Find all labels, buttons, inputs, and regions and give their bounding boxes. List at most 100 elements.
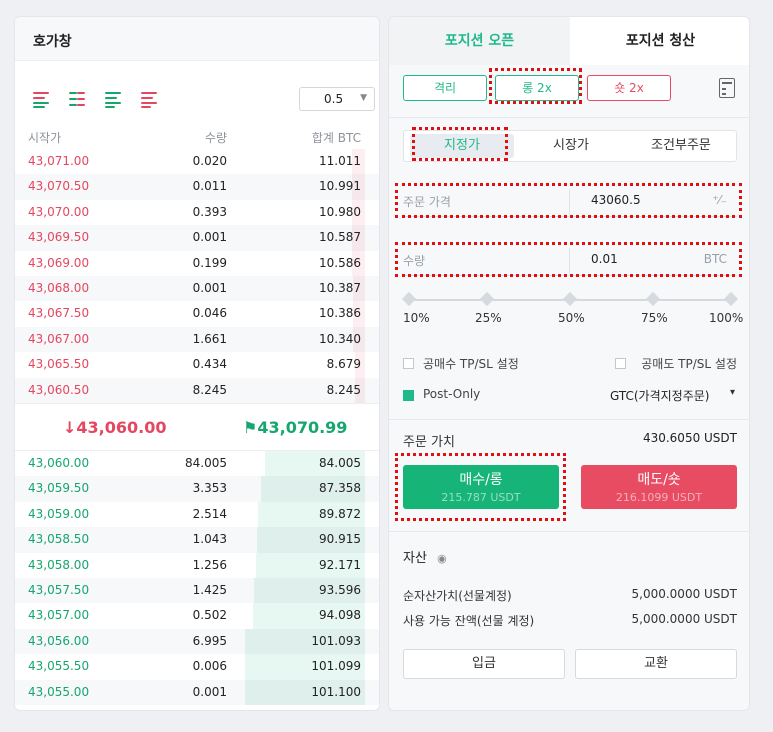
bid-row[interactable]: 43,060.00 84.005 84.005 bbox=[15, 451, 379, 477]
depth-bar bbox=[245, 679, 365, 705]
slider-label-100: 100% bbox=[709, 311, 744, 325]
exchange-button[interactable]: 교환 bbox=[575, 649, 737, 679]
tp-sl-buy-label: 공매수 TP/SL 설정 bbox=[423, 357, 519, 371]
row-qty: 0.001 bbox=[192, 280, 227, 295]
depth-bar bbox=[353, 301, 365, 327]
ask-row[interactable]: 43,070.50 0.011 10.991 bbox=[15, 174, 379, 200]
bid-row[interactable]: 43,056.00 6.995 101.093 bbox=[15, 628, 379, 655]
order-type-conditional[interactable]: 조건부주문 bbox=[651, 138, 711, 153]
bid-rows: 43,060.00 84.005 84.005 43,059.50 3.353 87.35… bbox=[15, 451, 379, 705]
buy-long-cost: 215.787 USDT bbox=[441, 491, 521, 504]
row-total: 8.245 bbox=[326, 382, 361, 397]
depth-bar bbox=[265, 451, 365, 477]
row-qty: 1.425 bbox=[192, 582, 227, 597]
row-qty: 84.005 bbox=[185, 456, 227, 470]
row-qty: 1.661 bbox=[192, 331, 227, 346]
row-total: 10.387 bbox=[319, 280, 361, 295]
ask-rows: 43,071.00 0.020 11.011 43,070.50 0.011 10.991… bbox=[15, 149, 379, 403]
margin-mode-button[interactable]: 격리 bbox=[403, 75, 487, 101]
ask-row[interactable]: 43,069.00 0.199 10.586 bbox=[15, 250, 379, 276]
tp-sl-sell-label: 공매도 TP/SL 설정 bbox=[641, 357, 737, 371]
slider-label-50: 50% bbox=[558, 311, 585, 325]
order-book-toolbar: 0.5 ▼ bbox=[29, 87, 375, 115]
bid-row[interactable]: 43,057.50 1.425 93.596 bbox=[15, 577, 379, 604]
tab-close-position[interactable]: 포지션 청산 bbox=[570, 17, 749, 65]
time-in-force-select[interactable]: GTC(가격지정주문) bbox=[610, 389, 710, 403]
bid-row[interactable]: 43,055.50 0.006 101.099 bbox=[15, 654, 379, 680]
post-only-checkbox[interactable] bbox=[403, 390, 414, 401]
depth-select-value: 0.5 bbox=[324, 92, 344, 106]
buy-long-button[interactable]: 매수/롱 215.787 USDT bbox=[403, 465, 559, 509]
ask-row[interactable]: 43,071.00 0.020 11.011 bbox=[15, 149, 379, 175]
view-bids-icon[interactable] bbox=[103, 90, 125, 108]
row-total: 87.358 bbox=[319, 481, 361, 496]
order-type-limit[interactable]: 지정가 bbox=[410, 134, 514, 158]
order-type-market[interactable]: 시장가 bbox=[553, 138, 589, 153]
plus-minus-icon[interactable]: ⁺⁄₋ bbox=[712, 193, 727, 207]
header-qty: 수량 bbox=[204, 131, 227, 145]
quantity-slider[interactable]: 10% 25% 50% 75% 100% bbox=[401, 291, 743, 333]
bid-row[interactable]: 43,058.50 1.043 90.915 bbox=[15, 527, 379, 553]
ask-row[interactable]: 43,069.50 0.001 10.587 bbox=[15, 225, 379, 251]
field-divider bbox=[569, 248, 570, 274]
slider-step-50[interactable] bbox=[562, 291, 578, 307]
bid-row[interactable]: 43,057.00 0.502 94.098 bbox=[15, 603, 379, 629]
order-value-label: 주문 가치 bbox=[403, 435, 455, 450]
ask-row[interactable]: 43,060.50 8.245 8.245 bbox=[15, 377, 379, 403]
order-price-value[interactable]: 43060.5 bbox=[591, 193, 641, 207]
row-price: 43,060.00 bbox=[28, 456, 90, 470]
divider bbox=[389, 531, 749, 532]
row-total: 10.586 bbox=[319, 255, 361, 270]
row-total: 10.340 bbox=[319, 331, 361, 346]
quantity-value[interactable]: 0.01 bbox=[591, 252, 618, 266]
row-total: 90.915 bbox=[319, 532, 361, 547]
ask-row[interactable]: 43,065.50 0.434 8.679 bbox=[15, 352, 379, 378]
row-total: 93.596 bbox=[319, 582, 361, 597]
bid-row[interactable]: 43,058.00 1.256 92.171 bbox=[15, 552, 379, 578]
slider-step-10[interactable] bbox=[401, 291, 417, 307]
row-qty: 1.043 bbox=[192, 532, 227, 547]
row-qty: 0.006 bbox=[192, 659, 227, 674]
quantity-field[interactable]: 수량 0.01 BTC bbox=[403, 246, 737, 276]
depth-select[interactable]: 0.5 ▼ bbox=[299, 87, 375, 111]
ask-row[interactable]: 43,067.00 1.661 10.340 bbox=[15, 326, 379, 353]
eye-icon[interactable]: ◉ bbox=[437, 552, 447, 565]
row-qty: 0.046 bbox=[192, 306, 227, 321]
sell-short-button[interactable]: 매도/숏 216.1099 USDT bbox=[581, 465, 737, 509]
view-both-icon[interactable] bbox=[31, 90, 53, 108]
mid-price-bar: ↓43,060.00 ⚑43,070.99 bbox=[15, 403, 379, 451]
slider-step-100[interactable] bbox=[723, 291, 739, 307]
header-price: 시작가 bbox=[28, 131, 62, 145]
order-price-field[interactable]: 주문 가격 43060.5 ⁺⁄₋ bbox=[403, 187, 737, 217]
ask-row[interactable]: 43,068.00 0.001 10.387 bbox=[15, 275, 379, 302]
row-price: 43,058.50 bbox=[28, 532, 90, 547]
bid-row[interactable]: 43,055.00 0.001 101.100 bbox=[15, 679, 379, 705]
long-leverage-button[interactable]: 롱 2x bbox=[495, 75, 579, 101]
ask-row[interactable]: 43,070.00 0.393 10.980 bbox=[15, 199, 379, 226]
depth-bar bbox=[257, 527, 365, 553]
short-leverage-button[interactable]: 숏 2x bbox=[587, 75, 671, 101]
slider-step-25[interactable] bbox=[479, 291, 495, 307]
net-asset-label: 순자산가치(선물계정) bbox=[403, 589, 512, 603]
tp-sl-row: 공매수 TP/SL 설정 공매도 TP/SL 설정 bbox=[403, 355, 737, 375]
chevron-down-icon[interactable]: ▾ bbox=[729, 387, 735, 398]
depth-bar bbox=[352, 250, 365, 276]
tp-sl-buy-checkbox[interactable] bbox=[403, 358, 414, 369]
row-qty: 0.001 bbox=[192, 230, 227, 245]
deposit-button[interactable]: 입금 bbox=[403, 649, 565, 679]
row-qty: 0.199 bbox=[192, 255, 227, 270]
tab-open-position[interactable]: 포지션 오픈 bbox=[389, 17, 570, 65]
row-price: 43,057.50 bbox=[28, 582, 90, 597]
slider-step-75[interactable] bbox=[645, 291, 661, 307]
ask-row[interactable]: 43,067.50 0.046 10.386 bbox=[15, 301, 379, 327]
bid-row[interactable]: 43,059.50 3.353 87.358 bbox=[15, 476, 379, 502]
order-book-header: 시작가 수량 합계 BTC bbox=[15, 129, 379, 149]
depth-bar bbox=[353, 326, 365, 353]
row-total: 10.386 bbox=[319, 306, 361, 321]
tp-sl-sell-checkbox[interactable] bbox=[615, 358, 626, 369]
view-asks-icon[interactable] bbox=[139, 90, 161, 108]
row-price: 43,059.00 bbox=[28, 506, 90, 521]
calculator-icon[interactable] bbox=[719, 78, 735, 98]
view-compare-icon[interactable] bbox=[67, 90, 89, 108]
bid-row[interactable]: 43,059.00 2.514 89.872 bbox=[15, 501, 379, 528]
